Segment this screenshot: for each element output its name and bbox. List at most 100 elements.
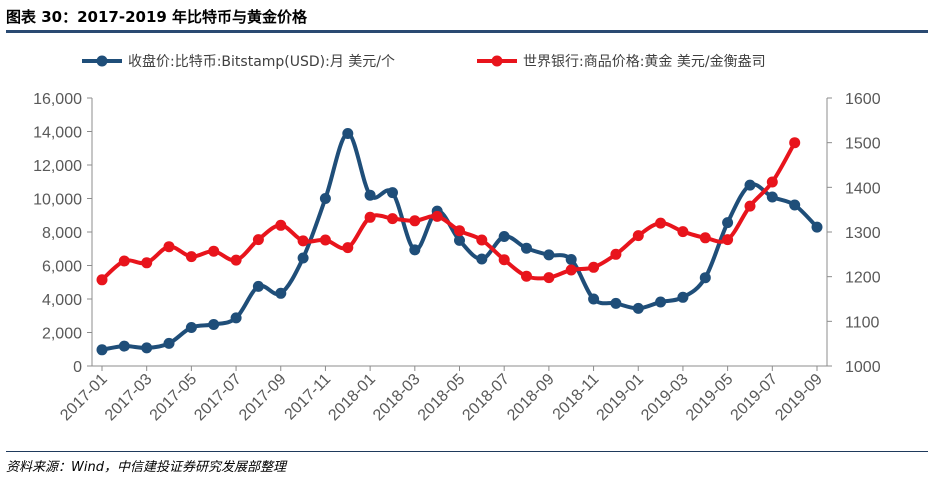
data-point-gold (141, 257, 153, 269)
data-point-bitcoin (454, 234, 465, 246)
data-point-gold (722, 234, 734, 246)
data-point-bitcoin (364, 189, 376, 201)
data-point-bitcoin (498, 231, 510, 242)
x-tick-label: 2017-11 (282, 371, 335, 424)
y-right-tick-label: 1600 (845, 91, 881, 108)
data-point-gold (655, 217, 667, 229)
data-point-gold (409, 215, 421, 227)
legend-label-gold: 世界银行:商品价格:黄金 美元/金衡盎司 (523, 53, 766, 70)
source-note: 资料来源：Wind，中信建投证券研究发展部整理 (6, 460, 286, 475)
data-point-gold (118, 255, 130, 267)
x-tick-label: 2018-09 (504, 371, 558, 425)
axes: 0 2,000 4,000 6,000 8,000 10,000 12,000 14,000 1… (33, 91, 881, 424)
data-point-gold (252, 234, 264, 246)
x-tick-label: 2018-01 (325, 371, 379, 425)
data-point-bitcoin (118, 340, 130, 352)
data-point-bitcoin (141, 342, 153, 354)
data-point-gold (230, 254, 242, 266)
x-tick-label: 2017-03 (102, 371, 156, 425)
data-point-bitcoin (722, 217, 734, 229)
title-rule (6, 30, 928, 33)
data-point-bitcoin (208, 319, 220, 330)
data-point-gold (319, 234, 331, 246)
data-point-gold (677, 226, 689, 238)
data-point-gold (632, 230, 644, 242)
data-point-gold (96, 274, 108, 286)
data-point-gold (297, 235, 309, 247)
data-point-bitcoin (744, 179, 756, 191)
data-point-bitcoin (789, 199, 801, 211)
data-point-bitcoin (677, 291, 689, 303)
data-point-bitcoin (565, 254, 577, 265)
series-line-gold (100, 140, 797, 282)
y-left-tick-label: 2,000 (42, 326, 82, 343)
y-left-tick-label: 0 (73, 359, 82, 376)
data-point-bitcoin (230, 312, 242, 324)
legend-marker-gold (491, 55, 503, 67)
y-left-tick-label: 16,000 (33, 91, 82, 108)
data-point-gold (543, 272, 555, 284)
chart: 收盘价:比特币:Bitstamp(USD):月 美元/个 世界银行:商品价格:黄… (33, 53, 881, 424)
x-tick-label: 2019-07 (728, 371, 782, 425)
data-point-gold (163, 241, 175, 253)
data-point-bitcoin (476, 253, 488, 265)
data-point-gold (275, 219, 287, 231)
data-point-bitcoin (319, 193, 331, 204)
data-point-bitcoin (543, 249, 555, 261)
x-tick-label: 2018-11 (550, 371, 603, 424)
y-left-tick-label: 10,000 (33, 192, 82, 209)
data-point-bitcoin (588, 293, 600, 305)
x-tick-label: 2019-01 (594, 371, 648, 425)
y-left-tick-label: 4,000 (42, 292, 82, 309)
data-point-gold (431, 210, 443, 222)
y-left-tick-label: 12,000 (33, 158, 82, 175)
data-point-bitcoin (163, 337, 175, 349)
legend-label-bitcoin: 收盘价:比特币:Bitstamp(USD):月 美元/个 (128, 53, 395, 70)
data-point-bitcoin (409, 244, 421, 256)
data-point-bitcoin (632, 302, 644, 314)
data-point-gold (588, 261, 600, 273)
data-point-gold (208, 245, 220, 257)
data-point-bitcoin (96, 344, 108, 356)
plot-area (96, 128, 823, 356)
x-tick-label: 2017-09 (236, 371, 290, 425)
data-point-gold (454, 225, 465, 237)
data-point-gold (364, 211, 376, 223)
x-tick-label: 2017-01 (57, 371, 111, 425)
data-point-gold (521, 270, 532, 282)
source-rule (6, 451, 928, 452)
y-right-tick-label: 1300 (845, 225, 881, 242)
data-point-bitcoin (275, 287, 287, 299)
data-point-bitcoin (185, 322, 197, 333)
data-point-bitcoin (766, 191, 778, 203)
data-point-bitcoin (252, 280, 264, 292)
y-left-tick-label: 8,000 (42, 225, 82, 242)
y-left-tick-label: 14,000 (33, 125, 82, 142)
data-point-gold (699, 232, 711, 244)
x-tick-label: 2019-03 (638, 371, 692, 425)
y-right-tick-label: 1400 (845, 180, 881, 197)
data-point-bitcoin (521, 242, 532, 254)
data-point-gold (789, 137, 801, 149)
data-point-bitcoin (342, 128, 354, 139)
y-right-tick-label: 1000 (845, 359, 881, 376)
y-right-tick-label: 1100 (845, 314, 880, 331)
data-point-gold (766, 176, 778, 188)
data-point-bitcoin (387, 187, 398, 199)
data-point-gold (185, 251, 197, 263)
y-left-tick-label: 6,000 (42, 259, 82, 276)
data-point-bitcoin (297, 252, 309, 264)
x-tick-label: 2017-07 (191, 371, 245, 425)
y-right-tick-label: 1200 (845, 270, 881, 287)
data-point-gold (565, 264, 577, 276)
x-tick-label: 2017-05 (147, 371, 201, 425)
x-tick-label: 2019-09 (772, 371, 826, 425)
data-point-gold (476, 234, 488, 246)
x-tick-label: 2018-05 (415, 371, 469, 425)
legend: 收盘价:比特币:Bitstamp(USD):月 美元/个 世界银行:商品价格:黄… (82, 53, 766, 70)
data-point-bitcoin (655, 296, 667, 308)
legend-marker-bitcoin (96, 55, 108, 67)
y-right-tick-label: 1500 (845, 136, 881, 153)
data-point-gold (610, 248, 622, 260)
data-point-gold (387, 213, 398, 225)
